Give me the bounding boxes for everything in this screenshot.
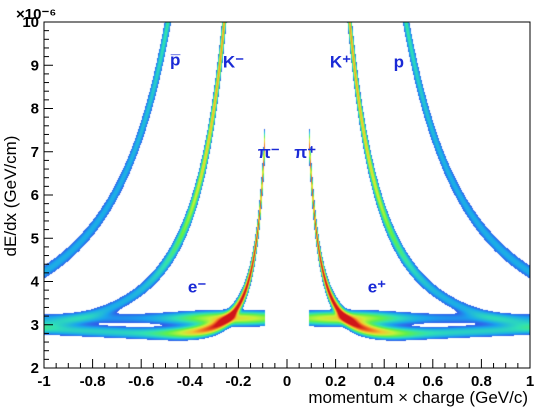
y-tick-label: 2 <box>31 360 39 377</box>
y-tick-label: 4 <box>31 274 40 291</box>
species-label: π⁻ <box>258 143 280 162</box>
species-label: e⁻ <box>188 277 206 296</box>
y-tick-label: 7 <box>31 144 39 161</box>
x-tick-label: 0.2 <box>325 373 346 390</box>
x-tick-label: 0.8 <box>471 373 492 390</box>
species-labels: p̅ K⁻ K⁺ p π⁻ π⁺ e⁻ e⁺ <box>170 50 404 296</box>
y-tick-label: 3 <box>31 317 39 334</box>
plot-area <box>43 21 531 369</box>
x-tick-label: -0.6 <box>128 373 154 390</box>
species-label: K⁻ <box>223 52 244 71</box>
y-axis: 2 3 4 5 6 7 8 9 10 <box>22 14 53 377</box>
y-tick-label: 5 <box>31 230 39 247</box>
x-tick-label: 0 <box>283 373 291 390</box>
x-tick-label: 0.4 <box>374 373 396 390</box>
x-tick-label: 0.6 <box>422 373 443 390</box>
x-tick-label: -0.4 <box>177 373 204 390</box>
species-label: p̅ <box>170 50 181 69</box>
x-tick-label: -0.8 <box>80 373 106 390</box>
x-axis-title: momentum × charge (GeV/c) <box>308 388 528 407</box>
y-tick-label: 10 <box>22 14 39 31</box>
y-exponent: ×10⁻⁶ <box>16 6 56 23</box>
y-tick-label: 8 <box>31 101 39 118</box>
y-tick-label: 6 <box>31 187 39 204</box>
x-tick-label: -1 <box>37 373 50 390</box>
species-label: e⁺ <box>368 277 386 296</box>
x-tick-label: -0.2 <box>225 373 251 390</box>
y-tick-label: 9 <box>31 57 39 74</box>
heatmap-image <box>44 22 530 368</box>
species-label: K⁺ <box>330 52 351 71</box>
y-axis-title: dE/dx (GeV/cm) <box>1 136 20 257</box>
species-label: π⁺ <box>294 143 316 162</box>
species-label: p <box>394 52 404 71</box>
x-tick-label: 1 <box>526 373 534 390</box>
x-axis: -1 -0.8 -0.6 -0.4 -0.2 0 0.2 0.4 0.6 0.8 1 <box>37 359 534 390</box>
